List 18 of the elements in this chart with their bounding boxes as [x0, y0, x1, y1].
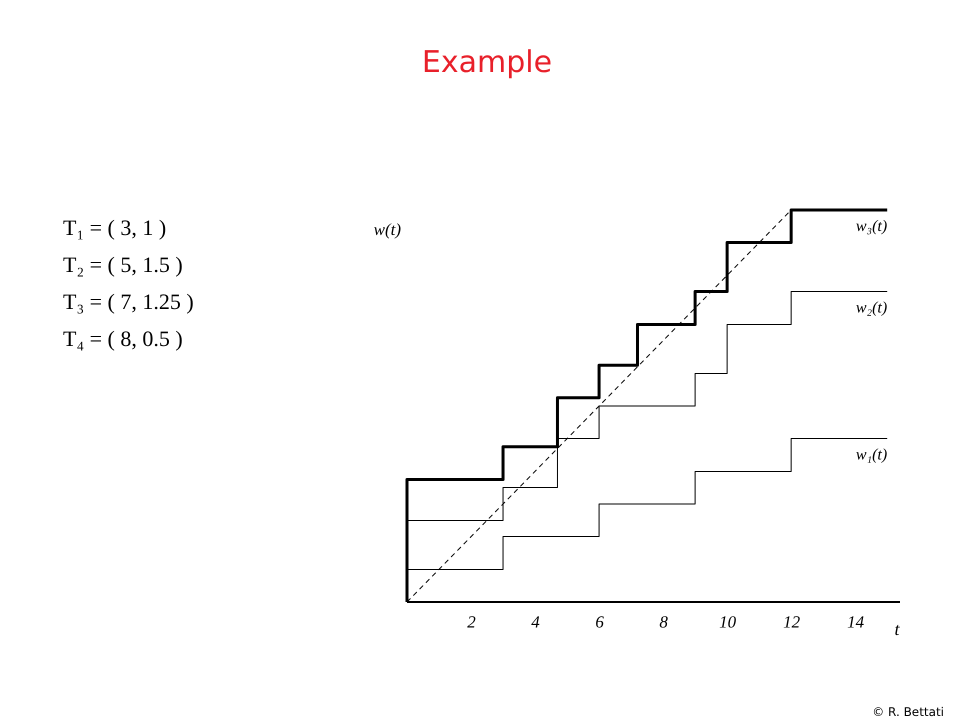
chart-title: Example — [422, 45, 552, 80]
x-tick-label: 10 — [719, 612, 737, 632]
series-label: w₁(t) — [856, 446, 888, 464]
text: T₁ = ( 3, 1 ) — [63, 215, 166, 240]
x-tick-label: 8 — [659, 612, 668, 632]
series-label: w₃(t) — [856, 218, 888, 235]
x-tick-label: 14 — [847, 612, 865, 632]
text: T₂ = ( 5, 1.5 ) — [63, 252, 183, 277]
text: © R. Bettati — [872, 705, 944, 719]
series-label: w₂(t) — [856, 300, 888, 317]
x-axis-title: t — [894, 619, 900, 639]
x-tick-label: 12 — [783, 612, 801, 632]
y-axis-title: w(t) — [374, 220, 402, 239]
text: T₃ = ( 7, 1.25 ) — [63, 289, 194, 314]
x-tick-label: 6 — [595, 612, 604, 632]
x-tick-label: 2 — [467, 612, 476, 632]
x-tick-label: 4 — [531, 612, 540, 632]
text: T₄ = ( 8, 0.5 ) — [63, 326, 183, 351]
